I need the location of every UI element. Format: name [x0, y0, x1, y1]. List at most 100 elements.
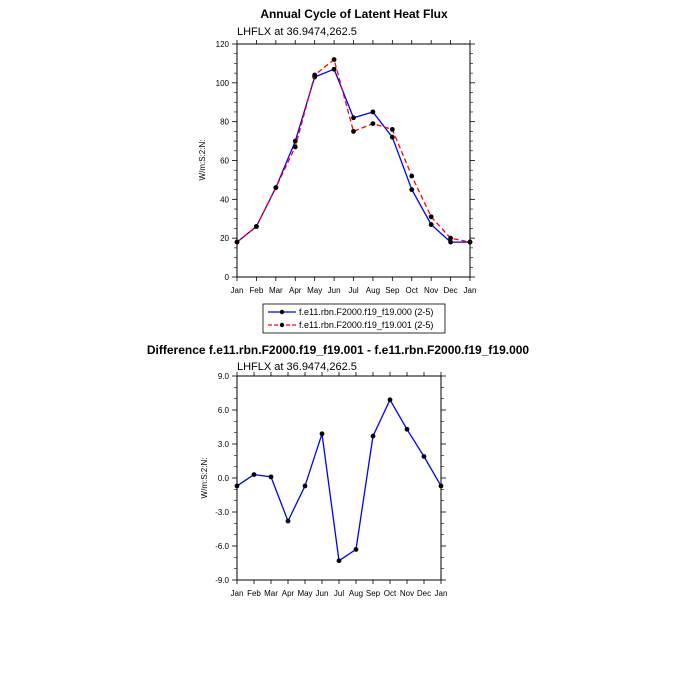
- y-tick-label: -6.0: [215, 542, 229, 551]
- x-tick-label: Jul: [348, 286, 358, 295]
- legend-box: [262, 303, 446, 334]
- x-tick-label: Sep: [366, 589, 381, 598]
- x-tick-label: Jan: [231, 286, 244, 295]
- series-line-1: [236, 398, 442, 562]
- x-tick-label: Jun: [328, 286, 341, 295]
- data-point: [448, 239, 453, 245]
- y-tick-label: -3.0: [215, 508, 229, 517]
- chart-subtitle: LHFLX at 36.9474,262.5: [237, 26, 357, 38]
- legend-marker-1: [279, 309, 285, 315]
- data-point: [331, 57, 337, 62]
- x-tick-label: Mar: [269, 286, 283, 295]
- y-tick-label: -9.0: [215, 576, 229, 585]
- chart-title: Annual Cycle of Latent Heat Flux: [260, 7, 448, 21]
- plot-frame: [236, 43, 471, 278]
- y-tick-label: 3.0: [218, 440, 230, 449]
- y-tick-label: 40: [220, 195, 229, 204]
- x-tick-label: Jun: [316, 589, 329, 598]
- data-point: [234, 483, 240, 489]
- x-tick-label: Feb: [250, 286, 264, 295]
- series-lines: [234, 57, 473, 245]
- data-point: [370, 433, 376, 439]
- data-point: [351, 128, 356, 134]
- chart-title: Difference f.e11.rbn.F2000.f19_f19.001 -…: [147, 343, 530, 357]
- data-point: [351, 115, 356, 121]
- x-tick-labels: Jan Feb Mar Apr May Jun Jul Aug Sep Oct Nov Dec Jan: [231, 286, 477, 295]
- axis-ticks: [232, 40, 475, 281]
- data-point: [285, 518, 291, 524]
- data-point: [312, 72, 318, 78]
- x-tick-label: Dec: [443, 286, 457, 295]
- data-point: [336, 558, 342, 564]
- x-tick-label: Feb: [247, 589, 261, 598]
- data-point: [389, 134, 395, 140]
- data-point: [448, 235, 453, 241]
- y-tick-label: 80: [220, 118, 229, 127]
- x-tick-label: Mar: [264, 589, 278, 598]
- y-tick-label: 9.0: [218, 372, 230, 381]
- data-point: [428, 222, 434, 227]
- x-tick-label: Jan: [231, 589, 244, 598]
- data-point: [428, 214, 434, 220]
- y-tick-label: 0: [225, 273, 230, 282]
- x-tick-label: May: [297, 589, 312, 598]
- data-point: [438, 483, 444, 489]
- x-tick-label: Jan: [435, 589, 448, 598]
- data-point: [467, 239, 473, 245]
- chart-subtitle: LHFLX at 36.9474,262.5: [237, 361, 357, 373]
- data-point: [409, 173, 415, 179]
- x-tick-label: Sep: [385, 286, 400, 295]
- y-tick-label: 20: [220, 234, 229, 243]
- plot-frame: [236, 375, 442, 581]
- data-point: [302, 483, 308, 489]
- y-axis-label: W/m:S:2:N:: [198, 140, 207, 181]
- data-point: [292, 138, 298, 144]
- x-tick-label: Oct: [406, 286, 419, 295]
- x-tick-label: Nov: [400, 589, 414, 598]
- legend-marker-2: [279, 322, 285, 328]
- y-tick-label: 120: [216, 40, 230, 49]
- data-point: [251, 472, 257, 477]
- x-tick-label: Aug: [349, 589, 363, 598]
- x-tick-label: Jan: [464, 286, 477, 295]
- y-tick-label: 0.0: [218, 474, 230, 483]
- data-point: [387, 397, 393, 403]
- legend-label-2: f.e11.rbn.F2000.f19_f19.001 (2-5): [299, 320, 433, 330]
- difference-chart: Difference f.e11.rbn.F2000.f19_f19.001 -…: [147, 343, 530, 598]
- data-point: [234, 239, 240, 245]
- series-lines: [234, 397, 444, 564]
- x-tick-label: Apr: [289, 286, 302, 295]
- x-tick-label: Apr: [282, 589, 295, 598]
- data-point: [370, 121, 376, 127]
- data-point: [370, 109, 376, 115]
- data-point: [319, 431, 325, 437]
- data-point: [273, 185, 279, 191]
- data-point: [268, 474, 274, 480]
- x-tick-label: Jul: [334, 589, 344, 598]
- annual-cycle-chart: Annual Cycle of Latent Heat Flux LHFLX a…: [198, 7, 476, 295]
- data-point: [292, 144, 298, 150]
- x-tick-label: Aug: [366, 286, 380, 295]
- legend-label-1: f.e11.rbn.F2000.f19_f19.000 (2-5): [299, 307, 433, 317]
- y-tick-labels: 0 20 40 60 80 100 120: [216, 40, 230, 282]
- legend: f.e11.rbn.F2000.f19_f19.000 (2-5) f.e11.…: [262, 303, 446, 334]
- x-tick-label: Dec: [417, 589, 431, 598]
- data-point: [404, 426, 410, 432]
- y-tick-labels: -9.0 -6.0 -3.0 0.0 3.0 6.0 9.0: [215, 372, 229, 585]
- x-tick-label: Nov: [424, 286, 438, 295]
- data-point: [254, 224, 259, 229]
- data-point: [409, 187, 415, 193]
- axis-ticks: [232, 372, 446, 584]
- y-tick-label: 100: [216, 79, 230, 88]
- data-point: [331, 66, 337, 72]
- x-tick-label: Oct: [384, 589, 397, 598]
- y-axis-label: W/m:S:2:N:: [200, 458, 209, 499]
- x-tick-label: May: [307, 286, 322, 295]
- x-tick-labels: Jan Feb Mar Apr May Jun Jul Aug Sep Oct Nov Dec Jan: [231, 589, 448, 598]
- data-point: [389, 127, 395, 132]
- series-line-1: [236, 68, 470, 243]
- data-point: [353, 547, 359, 552]
- series-line-2: [236, 58, 471, 243]
- y-tick-label: 60: [220, 157, 229, 166]
